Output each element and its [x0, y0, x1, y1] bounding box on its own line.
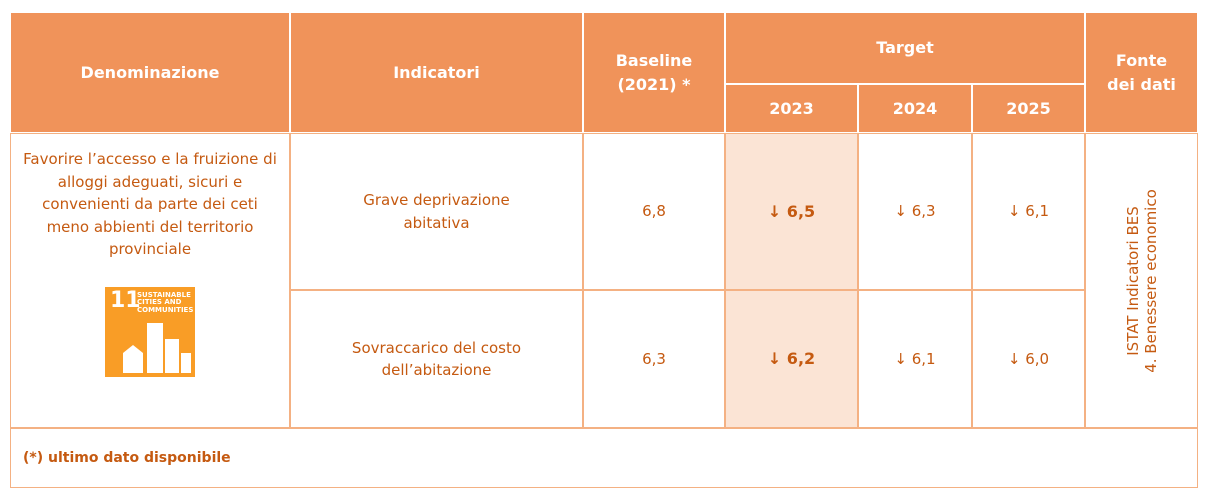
- value-cell: ↓ 6,1: [972, 133, 1085, 290]
- fonte-line: ISTAT Indicatori BES: [1123, 205, 1142, 356]
- footnote: (*) ultimo dato disponibile: [10, 428, 1198, 488]
- sdg-pictogram: [123, 322, 191, 373]
- value-cell: ↓ 6,0: [972, 290, 1085, 428]
- header-cell: 2025: [972, 84, 1085, 133]
- denominazione-text: Favorire l’accesso e la fruizione di all…: [23, 150, 277, 258]
- indicator-cell: Grave deprivazione abitativa: [290, 133, 583, 290]
- sdg-number: 11: [110, 287, 141, 313]
- header-cell: Denominazione: [10, 12, 290, 133]
- denominazione-cell: Favorire l’accesso e la fruizione di all…: [10, 133, 290, 428]
- value-cell: ↓ 6,5: [725, 133, 858, 290]
- header-cell: Baseline (2021) *: [583, 12, 725, 133]
- fonte-text: ISTAT Indicatori BES 4. Benessere econom…: [1124, 189, 1160, 373]
- header-cell: Target: [725, 12, 1085, 84]
- sdg-icon: 11 SUSTAINABLE CITIES AND COMMUNITIES: [105, 286, 195, 377]
- fonte-line: 4. Benessere economico: [1141, 188, 1160, 373]
- sdg-label: SUSTAINABLE CITIES AND COMMUNITIES: [137, 290, 194, 314]
- indicator-cell: Sovraccarico del costo dell’abitazione: [290, 290, 583, 428]
- header-cell: Fonte dei dati: [1085, 12, 1198, 133]
- header-cell: Indicatori: [290, 12, 583, 133]
- fonte-cell: ISTAT Indicatori BES 4. Benessere econom…: [1085, 133, 1198, 428]
- value-cell: 6,3: [583, 290, 725, 428]
- header-cell: 2024: [858, 84, 972, 133]
- header-cell: 2023: [725, 84, 858, 133]
- value-cell: ↓ 6,3: [858, 133, 972, 290]
- value-cell: ↓ 6,1: [858, 290, 972, 428]
- value-cell: 6,8: [583, 133, 725, 290]
- value-cell: ↓ 6,2: [725, 290, 858, 428]
